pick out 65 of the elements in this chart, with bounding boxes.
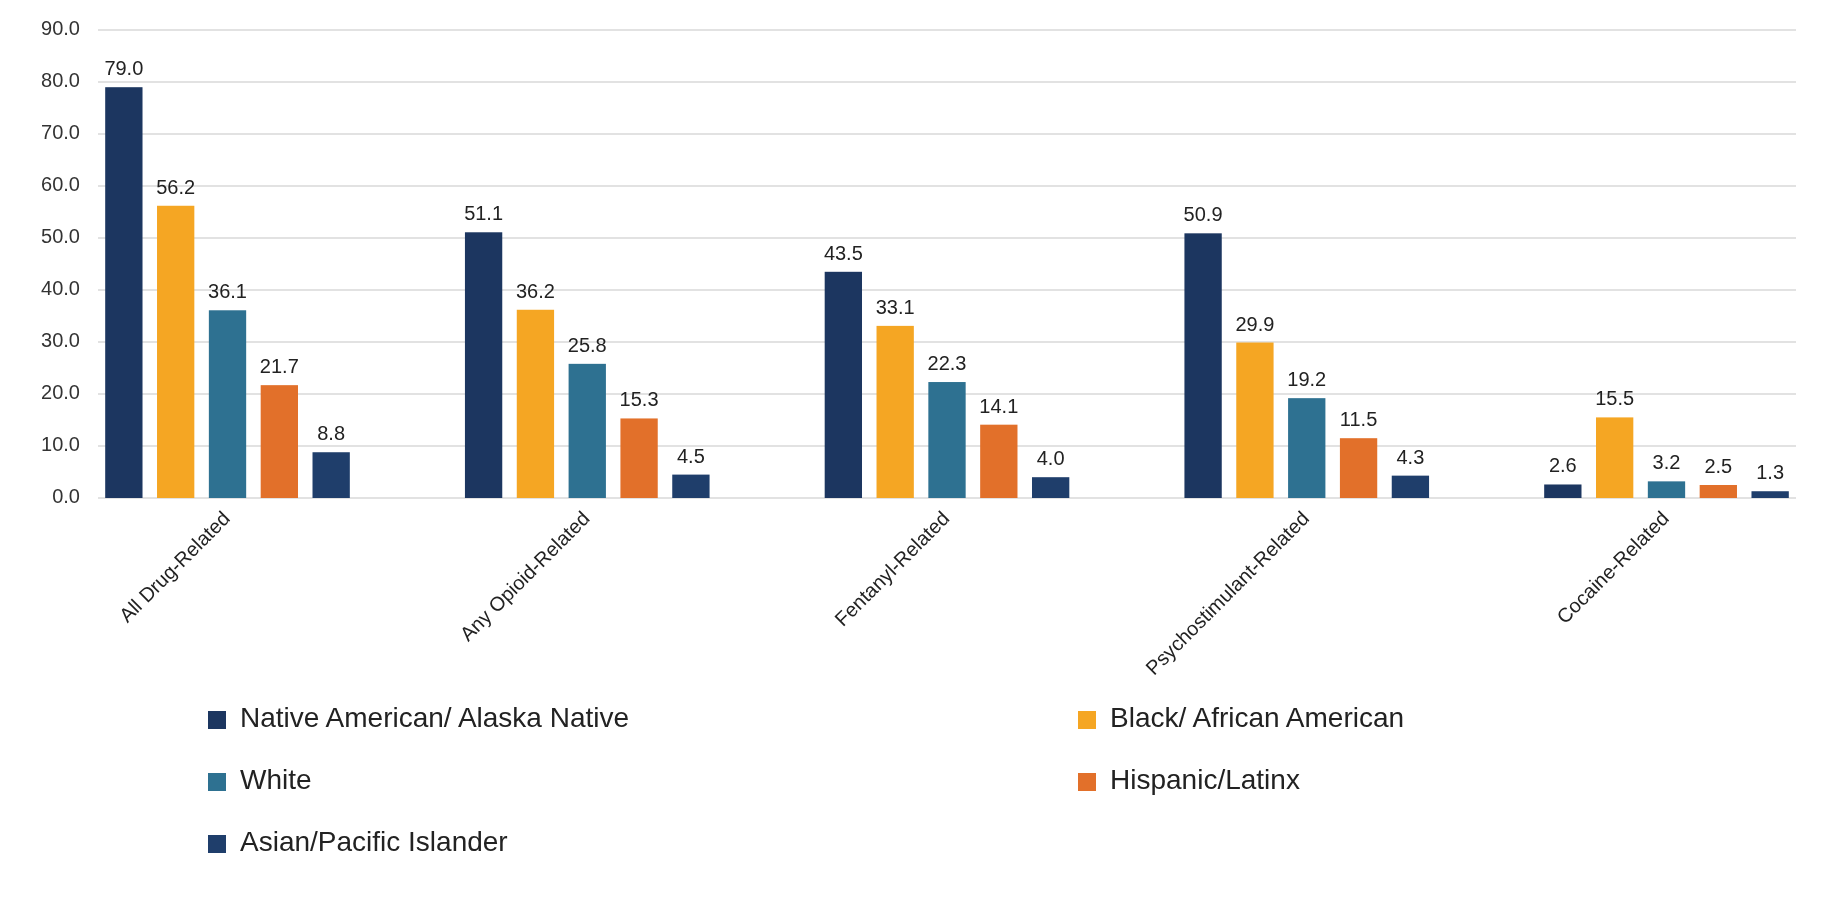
data-label: 51.1 — [464, 202, 504, 225]
bar — [312, 452, 350, 498]
data-label: 11.5 — [1339, 408, 1378, 431]
data-label: 8.8 — [317, 422, 346, 445]
bar — [928, 382, 966, 498]
data-label: 50.9 — [1183, 203, 1223, 226]
y-tick-label: 30.0 — [41, 329, 80, 352]
data-label: 4.3 — [1396, 445, 1425, 468]
bar — [516, 309, 555, 498]
bar — [1391, 475, 1430, 498]
bar — [1647, 481, 1686, 498]
bar — [620, 418, 658, 498]
legend-label: Native American/ Alaska Native — [240, 702, 630, 734]
bar — [1184, 233, 1222, 498]
bar — [980, 424, 1018, 498]
data-label: 56.2 — [156, 175, 196, 198]
bar — [824, 271, 862, 498]
data-label: 4.0 — [1036, 447, 1065, 470]
legend-label: Black/ African American — [1110, 702, 1405, 734]
bar — [876, 325, 914, 498]
data-label: 1.3 — [1756, 461, 1785, 484]
y-tick-label: 70.0 — [41, 121, 80, 144]
y-tick-label: 60.0 — [41, 173, 80, 196]
bar — [672, 474, 710, 498]
y-tick-label: 40.0 — [41, 277, 80, 300]
data-label: 25.8 — [567, 333, 607, 356]
data-label: 79.0 — [104, 57, 144, 80]
data-label: 33.1 — [875, 295, 915, 318]
data-label: 36.1 — [208, 280, 247, 303]
bar — [157, 205, 195, 498]
data-label: 2.5 — [1704, 455, 1733, 477]
bar — [1288, 398, 1326, 498]
bar — [464, 232, 503, 498]
data-label: 15.3 — [619, 388, 659, 411]
data-label: 21.7 — [259, 355, 299, 378]
bar — [1032, 477, 1070, 498]
y-tick-label: 0.0 — [52, 485, 80, 508]
data-label: 43.5 — [823, 241, 863, 264]
bar — [1596, 417, 1634, 498]
data-label: 29.9 — [1235, 312, 1275, 335]
bar — [260, 385, 298, 498]
data-label: 4.5 — [677, 444, 705, 467]
data-label: 14.1 — [979, 394, 1019, 417]
y-tick-label: 10.0 — [41, 433, 80, 456]
bar — [208, 310, 247, 498]
legend-label: White — [240, 764, 312, 796]
data-label: 36.2 — [515, 279, 555, 302]
bar — [568, 363, 606, 498]
data-label: 3.2 — [1652, 451, 1681, 474]
y-tick-label: 80.0 — [41, 69, 80, 92]
bar — [1544, 484, 1582, 498]
y-tick-label: 20.0 — [41, 381, 80, 404]
bar — [105, 87, 143, 498]
bar — [1236, 342, 1274, 498]
y-tick-label: 90.0 — [41, 17, 80, 40]
data-label: 19.2 — [1287, 368, 1327, 391]
data-label: 15.5 — [1595, 387, 1635, 410]
bar — [1751, 491, 1789, 498]
data-label: 2.6 — [1548, 454, 1577, 477]
legend-label: Hispanic/Latinx — [1110, 764, 1300, 796]
y-tick-label: 50.0 — [41, 225, 80, 248]
bar — [1339, 438, 1378, 498]
data-label: 22.3 — [927, 352, 967, 375]
legend-label: Asian/Pacific Islander — [240, 826, 508, 858]
bar — [1699, 485, 1737, 498]
